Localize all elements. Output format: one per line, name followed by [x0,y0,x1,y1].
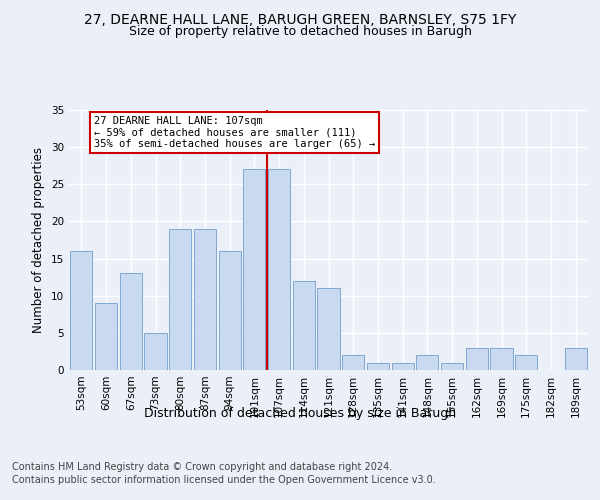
Bar [70,251,92,370]
Bar [367,362,389,370]
Bar [194,229,216,370]
Bar [441,362,463,370]
Bar [342,355,364,370]
Bar [515,355,538,370]
Text: Size of property relative to detached houses in Barugh: Size of property relative to detached ho… [128,25,472,38]
Bar [293,281,315,370]
Bar [565,348,587,370]
Text: Distribution of detached houses by size in Barugh: Distribution of detached houses by size … [144,408,456,420]
Bar [218,251,241,370]
Text: 27, DEARNE HALL LANE, BARUGH GREEN, BARNSLEY, S75 1FY: 27, DEARNE HALL LANE, BARUGH GREEN, BARN… [84,12,516,26]
Bar [95,303,117,370]
Bar [466,348,488,370]
Text: Contains HM Land Registry data © Crown copyright and database right 2024.: Contains HM Land Registry data © Crown c… [12,462,392,472]
Bar [392,362,414,370]
Bar [243,170,265,370]
Bar [169,229,191,370]
Bar [490,348,512,370]
Text: 27 DEARNE HALL LANE: 107sqm
← 59% of detached houses are smaller (111)
35% of se: 27 DEARNE HALL LANE: 107sqm ← 59% of det… [94,116,375,149]
Bar [317,288,340,370]
Bar [268,170,290,370]
Bar [416,355,439,370]
Bar [145,333,167,370]
Text: Contains public sector information licensed under the Open Government Licence v3: Contains public sector information licen… [12,475,436,485]
Y-axis label: Number of detached properties: Number of detached properties [32,147,46,333]
Bar [119,274,142,370]
